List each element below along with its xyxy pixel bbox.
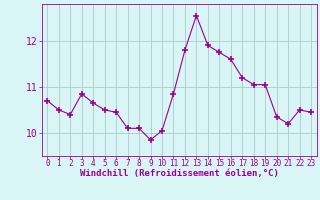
X-axis label: Windchill (Refroidissement éolien,°C): Windchill (Refroidissement éolien,°C) bbox=[80, 169, 279, 178]
